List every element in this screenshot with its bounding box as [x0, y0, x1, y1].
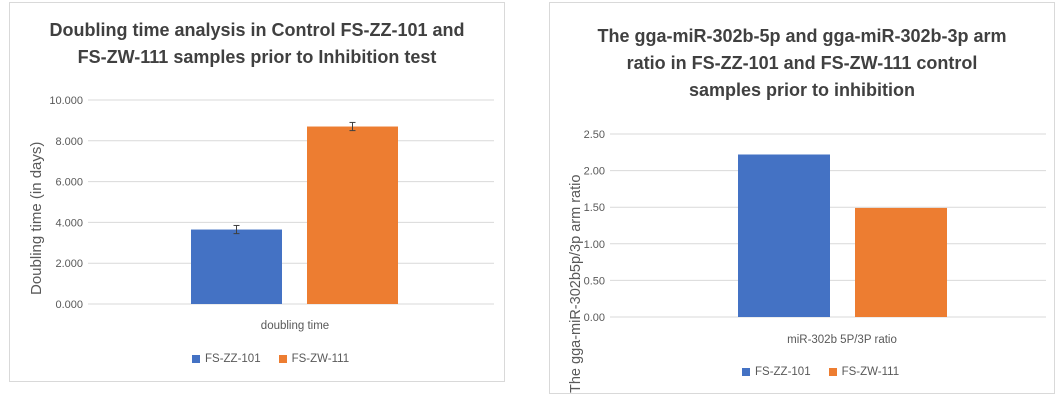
legend-item: FS-ZZ-101 — [742, 366, 811, 378]
chart-title-line: Doubling time analysis in Control FS-ZZ-… — [49, 20, 465, 40]
legend-swatch-fs-zz-101 — [742, 368, 750, 376]
y-tick-label: 6.000 — [55, 177, 83, 189]
y-tick-label: 0.00 — [584, 312, 605, 324]
legend-swatch-fs-zw-111 — [278, 355, 287, 363]
chart-panel-arm-ratio: The gga-miR-302b-5p and gga-miR-302b-3p … — [549, 2, 1055, 394]
legend-swatch-fs-zw-111 — [828, 368, 837, 376]
chart-title-line: samples prior to inhibition — [688, 80, 915, 100]
chart-title-line: The gga-miR-302b-5p and gga-miR-302b-3p … — [597, 26, 1007, 46]
chart-title: Doubling time analysis in Control FS-ZZ-… — [10, 17, 504, 71]
legend-item: FS-ZW-111 — [278, 353, 350, 365]
chart-title-line: ratio in FS-ZZ-101 and FS-ZW-111 control — [626, 53, 978, 73]
bar-fs-zz-101 — [191, 229, 282, 304]
y-tick-label: 0.000 — [55, 299, 83, 311]
y-tick-label: 2.000 — [55, 258, 83, 270]
chart-title: The gga-miR-302b-5p and gga-miR-302b-3p … — [550, 23, 1054, 104]
bar-fs-zz-101 — [738, 154, 830, 317]
y-tick-label: 2.00 — [584, 166, 605, 178]
bar-chart-arm-ratio: 0.00 0.50 1.00 1.50 2.00 2.50 miR-302b 5P/3P r… — [584, 129, 1046, 346]
y-tick-label: 1.00 — [584, 239, 605, 251]
y-tick-label: 0.50 — [584, 275, 605, 287]
x-category-label: miR-302b 5P/3P ratio — [787, 334, 897, 346]
legend-swatch-fs-zz-101 — [192, 355, 200, 363]
y-tick-label: 4.000 — [55, 217, 83, 229]
y-tick-label: 2.50 — [584, 129, 605, 141]
y-tick-label: 8.000 — [55, 136, 83, 148]
legend: FS-ZZ-101 FS-ZW-111 — [742, 366, 899, 378]
legend-label: FS-ZZ-101 — [205, 353, 261, 365]
y-tick-label: 10.000 — [49, 95, 83, 107]
bar-fs-zw-111 — [307, 126, 398, 305]
y-tick-label: 1.50 — [584, 202, 605, 214]
chart-title-line: FS-ZW-111 samples prior to Inhibition te… — [77, 47, 437, 67]
x-category-label: doubling time — [261, 320, 329, 332]
chart-panel-doubling-time: Doubling time analysis in Control FS-ZZ-… — [9, 2, 505, 382]
legend-label: FS-ZW-111 — [291, 353, 350, 365]
legend-item: FS-ZZ-101 — [192, 353, 261, 365]
bar-fs-zw-111 — [855, 207, 947, 317]
legend-label: FS-ZZ-101 — [755, 366, 811, 378]
bar-chart-doubling-time: 0.000 2.000 4.000 6.000 8.000 10.000 doubling … — [49, 95, 494, 332]
legend-item: FS-ZW-111 — [828, 366, 900, 378]
legend: FS-ZZ-101 FS-ZW-111 — [192, 353, 349, 365]
legend-label: FS-ZW-111 — [841, 366, 900, 378]
